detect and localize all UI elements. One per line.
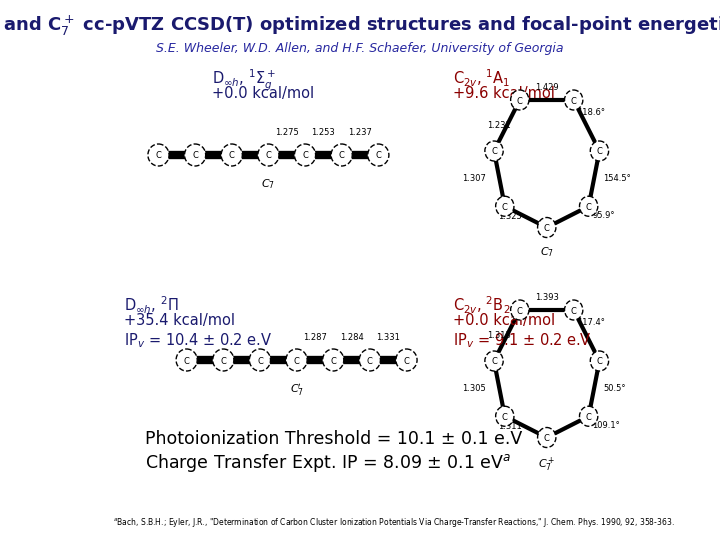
Ellipse shape xyxy=(580,406,598,426)
Text: 1.231: 1.231 xyxy=(487,121,511,130)
Text: C: C xyxy=(156,152,161,160)
Text: C$_7$: C$_7$ xyxy=(540,246,554,259)
Ellipse shape xyxy=(184,144,206,166)
Text: C$_7^+$: C$_7^+$ xyxy=(539,456,555,474)
Ellipse shape xyxy=(148,144,169,166)
Text: C: C xyxy=(502,202,508,212)
Text: 1.237: 1.237 xyxy=(348,128,372,137)
Text: C: C xyxy=(517,97,523,105)
Ellipse shape xyxy=(294,144,315,166)
Ellipse shape xyxy=(396,349,417,371)
Text: 1.253: 1.253 xyxy=(312,128,336,137)
Ellipse shape xyxy=(359,349,380,371)
Text: +9.6 kcal/mol: +9.6 kcal/mol xyxy=(453,86,555,101)
Ellipse shape xyxy=(368,144,389,166)
Text: C: C xyxy=(585,413,592,422)
Text: C$_{2v}$, $^1$A$_1$: C$_{2v}$, $^1$A$_1$ xyxy=(453,68,510,90)
Ellipse shape xyxy=(212,349,234,371)
Text: C: C xyxy=(266,152,271,160)
Text: C: C xyxy=(491,357,497,367)
Text: +0.0 kcal/mol: +0.0 kcal/mol xyxy=(453,313,555,328)
Text: 1.325: 1.325 xyxy=(498,212,522,221)
Text: C: C xyxy=(192,152,198,160)
Text: 1.284: 1.284 xyxy=(340,333,364,342)
Text: C: C xyxy=(375,152,382,160)
Text: C: C xyxy=(330,356,336,366)
Text: 1.307: 1.307 xyxy=(462,174,485,183)
Ellipse shape xyxy=(538,218,556,238)
Ellipse shape xyxy=(590,351,608,371)
Text: 1.331: 1.331 xyxy=(377,333,400,342)
Ellipse shape xyxy=(221,144,243,166)
Text: 50.5°: 50.5° xyxy=(603,384,626,393)
Ellipse shape xyxy=(331,144,352,166)
Ellipse shape xyxy=(510,90,529,110)
Text: D$_{\infty h}$, $^2\Pi$: D$_{\infty h}$, $^2\Pi$ xyxy=(124,295,179,316)
Text: 118.6°: 118.6° xyxy=(577,108,606,117)
Text: 1.275: 1.275 xyxy=(275,128,299,137)
Text: C: C xyxy=(367,356,373,366)
Text: C: C xyxy=(571,307,577,315)
Text: +35.4 kcal/mol: +35.4 kcal/mol xyxy=(124,313,235,328)
Text: C: C xyxy=(596,147,603,157)
Text: C: C xyxy=(229,152,235,160)
Ellipse shape xyxy=(258,144,279,166)
Text: C: C xyxy=(257,356,263,366)
Text: C: C xyxy=(596,357,603,367)
Ellipse shape xyxy=(495,406,514,426)
Text: C: C xyxy=(502,413,508,422)
Text: C: C xyxy=(302,152,308,160)
Text: C$_7$: C$_7$ xyxy=(261,177,276,191)
Text: C: C xyxy=(517,307,523,315)
Text: 154.5°: 154.5° xyxy=(603,174,631,183)
Text: C$_7'$: C$_7'$ xyxy=(289,382,304,398)
Ellipse shape xyxy=(485,351,503,371)
Ellipse shape xyxy=(323,349,343,371)
Text: 1.287: 1.287 xyxy=(303,333,327,342)
Text: 1.305: 1.305 xyxy=(462,384,485,393)
Text: C: C xyxy=(184,356,189,366)
Text: C: C xyxy=(544,224,549,233)
Text: D$_{\infty h}$, $^1\Sigma_g^+$: D$_{\infty h}$, $^1\Sigma_g^+$ xyxy=(212,68,276,93)
Text: $^a$Bach, S.B.H.; Eyler, J.R., "Determination of Carbon Cluster Ionization Poten: $^a$Bach, S.B.H.; Eyler, J.R., "Determin… xyxy=(113,516,675,529)
Text: C: C xyxy=(220,356,226,366)
Text: C: C xyxy=(585,202,592,212)
Text: +0.0 kcal/mol: +0.0 kcal/mol xyxy=(212,86,314,101)
Ellipse shape xyxy=(590,141,608,161)
Ellipse shape xyxy=(485,141,503,161)
Text: Charge Transfer Expt. IP = 8.09 ± 0.1 eV$^a$: Charge Transfer Expt. IP = 8.09 ± 0.1 eV… xyxy=(145,452,511,474)
Ellipse shape xyxy=(495,196,514,216)
Text: 1.429: 1.429 xyxy=(535,83,559,92)
Text: 1.313: 1.313 xyxy=(487,331,511,340)
Text: IP$_v$ = 9.1 ± 0.2 e.V: IP$_v$ = 9.1 ± 0.2 e.V xyxy=(453,331,592,350)
Text: C$_{2v}$, $^2$B$_2$: C$_{2v}$, $^2$B$_2$ xyxy=(453,295,510,316)
Text: C: C xyxy=(571,97,577,105)
Ellipse shape xyxy=(176,349,197,371)
Text: C: C xyxy=(404,356,410,366)
Text: C: C xyxy=(491,147,497,157)
Ellipse shape xyxy=(564,90,583,110)
Ellipse shape xyxy=(538,428,556,448)
Ellipse shape xyxy=(580,196,598,216)
Text: C: C xyxy=(338,152,345,160)
Text: 117.4°: 117.4° xyxy=(577,318,605,327)
Text: C$_7$ and C$_7^+$ cc-pVTZ CCSD(T) optimized structures and focal-point energetic: C$_7$ and C$_7^+$ cc-pVTZ CCSD(T) optimi… xyxy=(0,14,720,38)
Text: C: C xyxy=(544,434,549,443)
Text: 1.393: 1.393 xyxy=(535,293,559,302)
Ellipse shape xyxy=(510,300,529,320)
Text: Photoionization Threshold = 10.1 ± 0.1 e.V: Photoionization Threshold = 10.1 ± 0.1 e… xyxy=(145,430,522,448)
Text: 95.9°: 95.9° xyxy=(592,211,615,220)
Text: 1.311: 1.311 xyxy=(498,422,522,431)
Text: C: C xyxy=(294,356,300,366)
Text: IP$_v$ = 10.4 ± 0.2 e.V: IP$_v$ = 10.4 ± 0.2 e.V xyxy=(124,331,272,350)
Ellipse shape xyxy=(286,349,307,371)
Text: 109.1°: 109.1° xyxy=(592,421,620,430)
Ellipse shape xyxy=(564,300,583,320)
Ellipse shape xyxy=(249,349,271,371)
Text: S.E. Wheeler, W.D. Allen, and H.F. Schaefer, University of Georgia: S.E. Wheeler, W.D. Allen, and H.F. Schae… xyxy=(156,42,564,55)
